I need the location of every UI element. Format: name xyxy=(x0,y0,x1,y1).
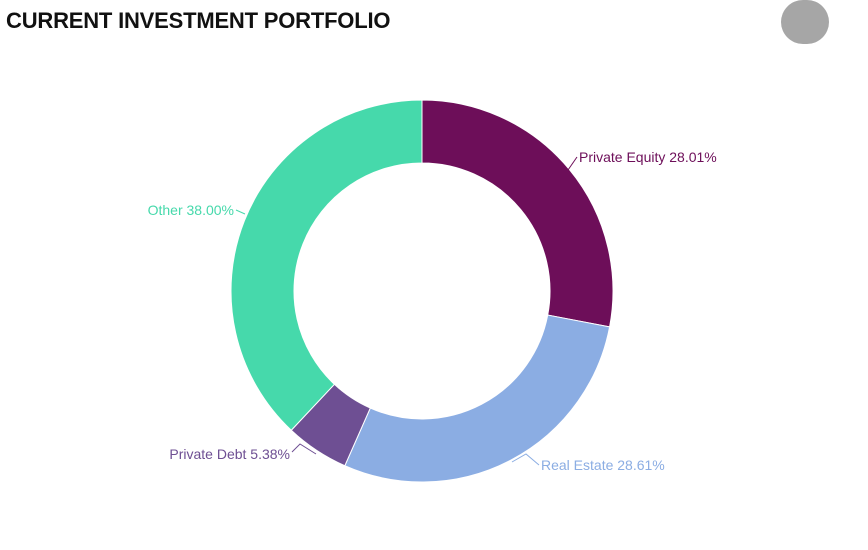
leader-line-real-estate xyxy=(511,453,540,466)
leader-line-private-equity xyxy=(567,156,578,171)
slice-private-equity[interactable] xyxy=(421,99,614,328)
page-title: CURRENT INVESTMENT PORTFOLIO xyxy=(6,8,391,33)
data-label-private-debt: Private Debt 5.38% xyxy=(169,446,290,462)
chart-menu-button[interactable] xyxy=(781,0,829,44)
slice-other[interactable] xyxy=(230,99,423,431)
leader-line-other xyxy=(235,209,246,215)
labels-layer: Private Equity 28.01% Real Estate 28.61% P… xyxy=(148,149,717,473)
data-label-real-estate: Real Estate 28.61% xyxy=(541,457,665,473)
data-label-private-equity: Private Equity 28.01% xyxy=(579,149,717,165)
slices-layer xyxy=(230,99,614,483)
leaders-layer xyxy=(235,156,578,466)
leader-line-private-debt xyxy=(291,443,317,455)
data-label-other: Other 38.00% xyxy=(148,202,234,218)
slice-real-estate[interactable] xyxy=(344,314,611,483)
